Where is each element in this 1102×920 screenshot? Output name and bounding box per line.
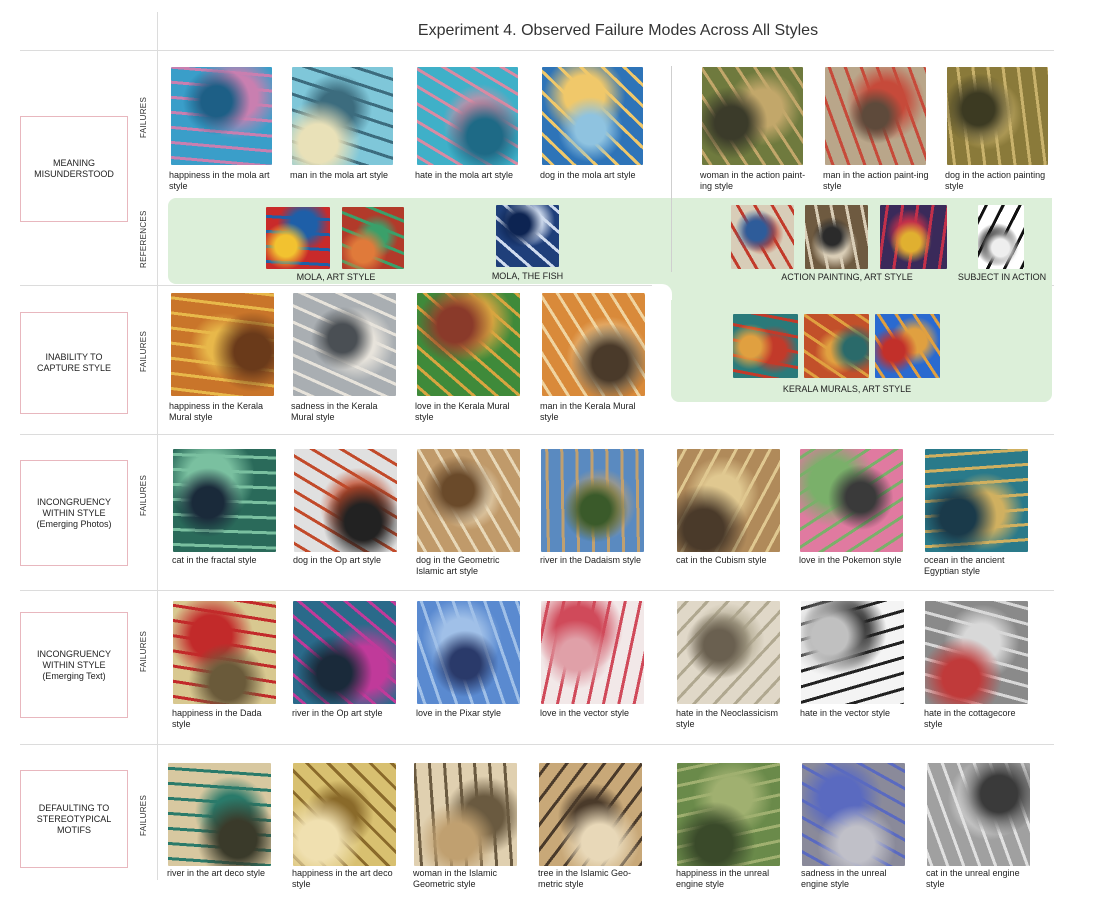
reference-image bbox=[875, 314, 940, 378]
failure-image bbox=[417, 449, 520, 552]
column-divider bbox=[157, 12, 158, 880]
failure-image bbox=[293, 293, 396, 396]
failure-image bbox=[539, 763, 642, 866]
failures-row-label: FAILURES bbox=[139, 630, 148, 672]
failure-caption: dog in the Geometric Islamic art style bbox=[416, 555, 500, 576]
group-separator bbox=[671, 66, 672, 272]
failures-row-label: FAILURES bbox=[139, 794, 148, 836]
reference-group-label: MOLA, THE FISH bbox=[491, 271, 564, 281]
failure-caption: dog in the action painting style bbox=[945, 170, 1046, 191]
failure-caption: happiness in the mola art style bbox=[169, 170, 270, 191]
failure-caption: ocean in the ancient Egyptian style bbox=[924, 555, 1005, 576]
failure-caption: woman in the action paint-ing style bbox=[700, 170, 806, 191]
failure-caption: woman in the Islamic Geometric style bbox=[413, 868, 498, 889]
failure-caption: hate in the cottagecore style bbox=[924, 708, 1016, 729]
failure-image bbox=[677, 449, 780, 552]
failure-image bbox=[171, 293, 274, 396]
reference-image bbox=[496, 205, 559, 267]
failure-caption: river in the art deco style bbox=[167, 868, 266, 878]
failure-caption: hate in the vector style bbox=[800, 708, 891, 718]
failure-image bbox=[542, 67, 643, 165]
failure-caption: river in the Dadaism style bbox=[540, 555, 642, 565]
failures-row-label: FAILURES bbox=[139, 96, 148, 138]
failure-caption: sadness in the unreal engine style bbox=[801, 868, 887, 889]
failure-caption: man in the action paint-ing style bbox=[823, 170, 929, 191]
failure-image bbox=[173, 601, 276, 704]
failure-caption: cat in the unreal engine style bbox=[926, 868, 1020, 889]
failure-image bbox=[417, 67, 518, 165]
failures-row-label: FAILURES bbox=[139, 330, 148, 372]
reference-image bbox=[978, 205, 1024, 269]
failure-image bbox=[801, 601, 904, 704]
failure-image bbox=[417, 293, 520, 396]
failure-image bbox=[168, 763, 271, 866]
failure-caption: love in the Kerala Mural style bbox=[415, 401, 510, 422]
failure-caption: hate in the Neoclassicism style bbox=[676, 708, 779, 729]
failure-caption: happiness in the art deco style bbox=[292, 868, 393, 889]
failure-image bbox=[947, 67, 1048, 165]
failure-image bbox=[173, 449, 276, 552]
failure-caption: sadness in the Kerala Mural style bbox=[291, 401, 378, 422]
failure-image bbox=[414, 763, 517, 866]
category-incongruency-emerging-text: INCONGRUENCY WITHIN STYLE (Emerging Text… bbox=[20, 612, 128, 718]
row-divider bbox=[20, 285, 1054, 286]
failure-image bbox=[925, 449, 1028, 552]
reference-group-label: MOLA, ART STYLE bbox=[296, 272, 376, 282]
failure-caption: tree in the Islamic Geo-metric style bbox=[538, 868, 632, 889]
failure-image bbox=[417, 601, 520, 704]
row-divider bbox=[20, 50, 1054, 51]
reference-image bbox=[342, 207, 404, 269]
failure-image bbox=[292, 67, 393, 165]
reference-image bbox=[266, 207, 330, 269]
reference-image bbox=[880, 205, 947, 269]
category-inability-to-capture-style: INABILITY TO CAPTURE STYLE bbox=[20, 312, 128, 414]
failure-caption: love in the vector style bbox=[540, 708, 630, 718]
failure-image bbox=[293, 601, 396, 704]
reference-image bbox=[805, 205, 868, 269]
reference-group-label: ACTION PAINTING, ART STYLE bbox=[781, 272, 913, 282]
failure-caption: hate in the mola art style bbox=[415, 170, 514, 180]
failure-caption: happiness in the Kerala Mural style bbox=[169, 401, 264, 422]
failure-image bbox=[541, 449, 644, 552]
failure-image bbox=[702, 67, 803, 165]
failure-caption: happiness in the unreal engine style bbox=[676, 868, 770, 889]
failure-caption: dog in the Op art style bbox=[293, 555, 382, 565]
failure-caption: cat in the fractal style bbox=[172, 555, 257, 565]
failure-image bbox=[677, 601, 780, 704]
failure-image bbox=[542, 293, 645, 396]
failure-image bbox=[294, 449, 397, 552]
failure-image bbox=[800, 449, 903, 552]
reference-image bbox=[731, 205, 794, 269]
failure-caption: man in the mola art style bbox=[290, 170, 389, 180]
reference-image bbox=[733, 314, 798, 378]
reference-image bbox=[804, 314, 869, 378]
category-defaulting-to-stereotypical: DEFAULTING TO STEREOTYPICAL MOTIFS bbox=[20, 770, 128, 868]
row-divider bbox=[20, 590, 1054, 591]
failure-image bbox=[825, 67, 926, 165]
failure-caption: happiness in the Dada style bbox=[172, 708, 262, 729]
failure-caption: cat in the Cubism style bbox=[676, 555, 767, 565]
category-incongruency-emerging-photos: INCONGRUENCY WITHIN STYLE (Emerging Phot… bbox=[20, 460, 128, 566]
failure-caption: river in the Op art style bbox=[292, 708, 383, 718]
row-divider bbox=[20, 744, 1054, 745]
failure-caption: love in the Pokemon style bbox=[799, 555, 902, 565]
failure-image bbox=[293, 763, 396, 866]
references-corner bbox=[652, 284, 672, 300]
reference-group-label: SUBJECT IN ACTION bbox=[957, 272, 1047, 282]
failure-image bbox=[541, 601, 644, 704]
category-meaning-misunderstood: MEANING MISUNDERSTOOD bbox=[20, 116, 128, 222]
failure-caption: man in the Kerala Mural style bbox=[540, 401, 636, 422]
references-row-label: REFERENCES bbox=[139, 210, 148, 268]
figure-title: Experiment 4. Observed Failure Modes Acr… bbox=[417, 22, 819, 39]
failure-image bbox=[171, 67, 272, 165]
failure-caption: love in the Pixar style bbox=[416, 708, 502, 718]
failure-image bbox=[925, 601, 1028, 704]
reference-group-label: KERALA MURALS, ART STYLE bbox=[782, 384, 912, 394]
row-divider bbox=[20, 434, 1054, 435]
failure-caption: dog in the mola art style bbox=[540, 170, 636, 180]
failure-image bbox=[677, 763, 780, 866]
failure-image bbox=[927, 763, 1030, 866]
failure-image bbox=[802, 763, 905, 866]
failures-row-label: FAILURES bbox=[139, 474, 148, 516]
